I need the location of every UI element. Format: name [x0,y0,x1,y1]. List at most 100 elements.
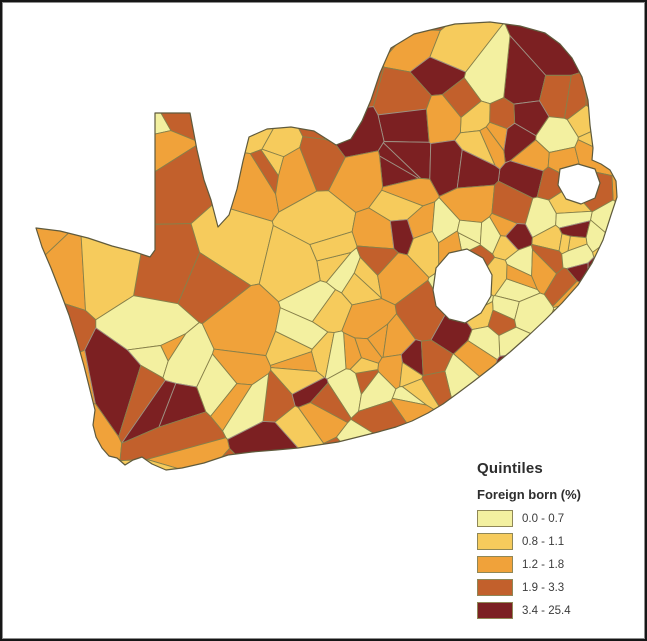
municipality-cell [407,2,477,17]
municipality-cell [339,461,375,470]
municipality-cell [618,87,644,125]
municipality-cell [312,22,348,33]
municipality-cell [597,408,617,467]
municipality-cell [53,102,82,157]
municipality-cell [199,45,241,83]
municipality-cell [36,349,96,412]
municipality-cell [605,107,617,157]
municipality-cell [594,352,617,390]
municipality-cell [132,78,166,109]
municipality-cell [275,22,319,54]
municipality-cell [90,35,139,84]
municipality-cell [186,22,233,38]
municipality-cell [36,80,51,114]
municipality-cell [36,96,60,131]
municipality-cell [463,288,472,308]
municipality-cell [138,34,178,81]
legend-class-row: 0.8 - 1.1 [477,533,642,550]
municipality-cell [423,429,463,470]
municipality-cell [268,53,320,115]
municipality-cell [572,352,605,404]
municipality-cell [471,420,503,450]
municipality-cell [463,274,488,302]
municipality-cell [408,449,442,470]
municipality-cell [46,55,81,101]
municipality-cell [243,22,311,26]
municipality-cell [435,406,479,454]
legend-class-row: 0.0 - 0.7 [477,510,642,527]
municipality-cell [236,22,285,53]
municipality-cell [499,412,537,453]
municipality-cell [66,26,111,64]
municipality-cell [192,22,242,52]
municipality-cell [614,205,617,242]
legend-class-row: 1.2 - 1.8 [477,556,642,573]
municipality-cell [594,332,617,370]
municipality-cell [377,108,430,143]
legend-class-label: 1.9 - 3.3 [522,581,565,594]
municipality-cell [36,174,64,229]
municipality-cell [36,53,50,88]
municipality-cell [12,115,35,152]
municipality-cell [523,411,557,450]
municipality-cell [596,22,617,110]
legend-rows: 0.0 - 0.7 0.8 - 1.1 1.2 - 1.8 1.9 - 3.3 3.4 … [477,510,642,619]
municipality-cell [333,106,385,158]
municipality-cell [12,2,30,56]
municipality-cell [80,99,124,156]
municipality-cell [345,22,376,47]
municipality-cell [174,34,206,74]
municipality-cell [393,474,428,508]
municipality-cell [484,379,541,414]
municipality-cell [36,120,66,161]
municipality-cell [515,351,550,393]
municipality-cell [544,347,595,381]
municipality-cell [312,436,359,470]
municipality-cell [245,468,298,470]
municipality-cell [599,372,617,411]
municipality-cell [511,441,546,459]
municipality-cell [36,458,112,470]
municipality-cell [36,23,68,55]
municipality-cell [36,465,53,470]
municipality-cell [247,478,291,508]
municipality-cell [284,40,335,94]
legend-class-label: 0.8 - 1.1 [522,535,565,548]
municipality-cell [614,250,617,286]
municipality-cell [454,393,502,433]
municipality-cell [12,53,26,87]
municipality-cell [314,29,379,66]
municipality-cell [289,462,344,470]
legend-swatch [477,533,513,550]
municipality-cell [167,68,207,112]
municipality-cell [544,420,581,457]
municipality-cell [12,83,20,116]
municipality-cell [624,230,644,257]
municipality-cell [239,50,286,97]
municipality-cell [570,394,617,447]
municipality-cell [506,264,538,290]
municipality-cell [587,256,615,286]
municipality-cell [36,39,68,70]
municipality-cell [219,491,253,508]
country-outline [35,21,618,471]
municipality-cell [368,459,399,470]
legend-swatch [477,556,513,573]
legend-class-row: 3.4 - 25.4 [477,602,642,619]
municipality-cell [360,490,412,508]
municipality-cell [36,138,57,178]
legend-subtitle: Foreign born (%) [477,487,581,502]
municipality-cell [130,69,164,106]
municipality-cell [36,22,65,30]
municipality-cell [393,464,414,470]
legend-swatch [477,602,513,619]
municipality-cell [596,304,617,345]
municipality-cell [197,79,242,144]
municipality-cell [46,152,125,227]
municipality-cell [552,299,606,334]
municipality-cell [156,22,196,36]
municipality-cell [61,22,100,31]
legend-title: Quintiles [477,460,543,477]
municipality-cell [603,266,617,311]
